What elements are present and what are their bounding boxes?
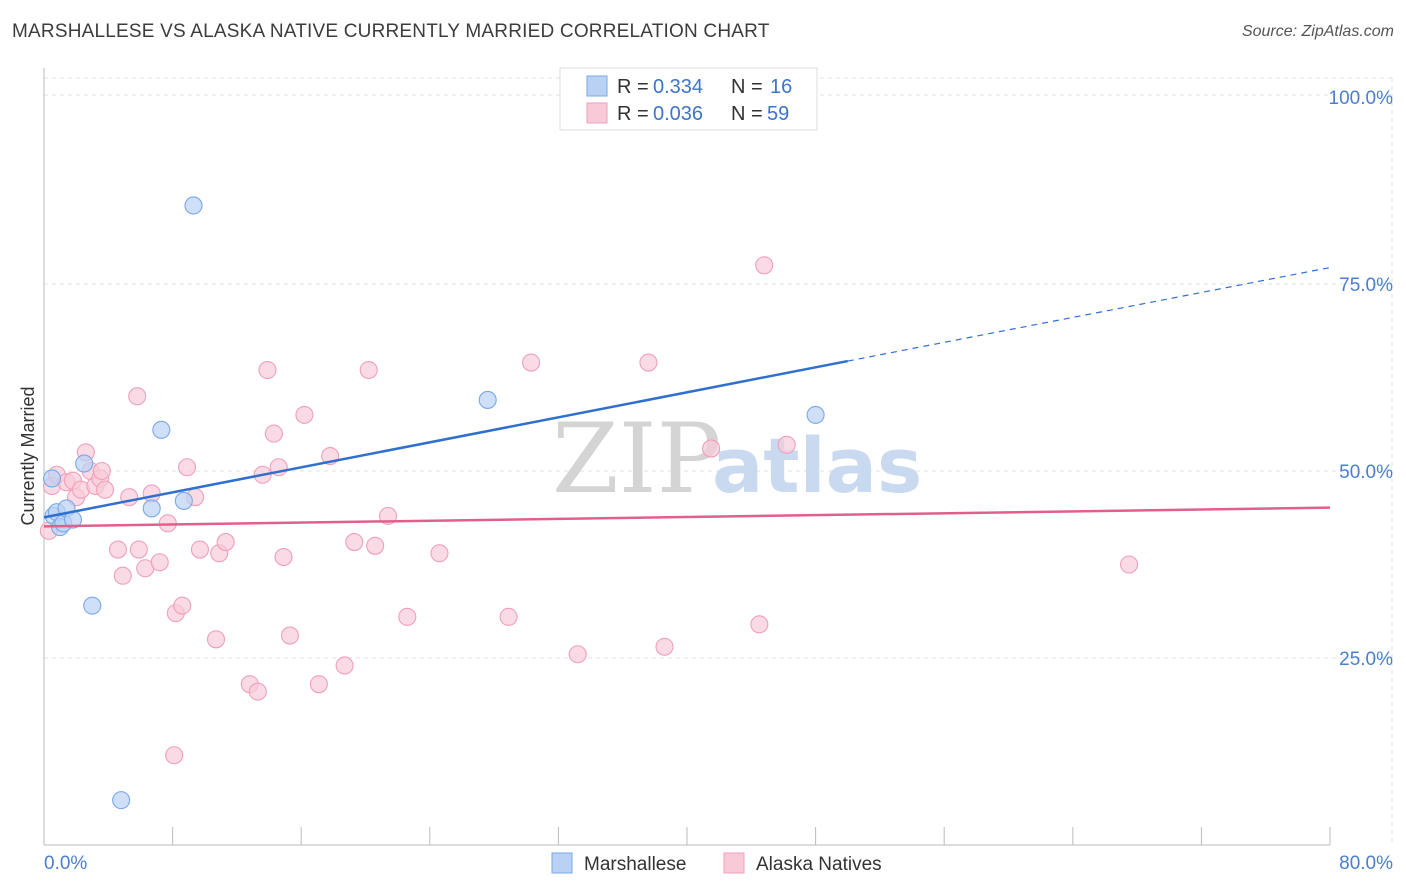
- alaska-natives-point-12: [96, 480, 115, 499]
- alaska-natives-point-37: [280, 626, 299, 645]
- watermark-zip: ZIP: [552, 403, 721, 515]
- watermark-atlas: atlas: [712, 421, 922, 510]
- alaska-natives-point-54: [750, 615, 769, 634]
- alaska-natives-point-29: [216, 533, 235, 552]
- correlation-legend: R = 0.334 N = 16 R = 0.036 N = 59: [559, 67, 818, 131]
- alaska-natives-point-26: [190, 540, 209, 559]
- alaska-natives-point-55: [755, 256, 774, 275]
- y-tick-label-0: 100.0%: [1329, 88, 1394, 109]
- marshallese-point-9: [112, 791, 131, 810]
- alaska-natives-point-41: [335, 656, 354, 675]
- legend-r-value-2: 0.036: [653, 103, 703, 125]
- chart-title: MARSHALLESE VS ALASKA NATIVE CURRENTLY M…: [12, 21, 770, 42]
- alaska-natives-point-46: [398, 607, 417, 626]
- marshallese-trend-extension: [847, 266, 1331, 362]
- legend-r-label-2: R =: [617, 103, 649, 125]
- axes: [43, 68, 1331, 846]
- x-tick-label-min: 0.0%: [44, 853, 87, 874]
- bottom-legend-swatch-marshallese: [551, 852, 573, 874]
- alaska-natives-point-47: [430, 544, 449, 563]
- alaska-natives-point-44: [366, 536, 385, 555]
- alaska-natives-point-36: [274, 547, 293, 567]
- marshallese-point-0: [42, 469, 62, 488]
- alaska-natives-point-33: [258, 360, 277, 380]
- legend-n-value-1: 16: [770, 76, 792, 98]
- chart-source: Source: ZipAtlas.com: [1241, 23, 1394, 40]
- bottom-legend-label-marshallese: Marshallese: [584, 854, 686, 875]
- marshallese-point-13: [184, 196, 203, 215]
- legend-n-value-2: 59: [767, 103, 789, 125]
- alaska-natives-point-31: [248, 682, 267, 701]
- marshallese-point-7: [75, 454, 94, 473]
- marshallese-point-15: [806, 405, 825, 424]
- alaska-natives-point-58: [165, 746, 184, 765]
- alaska-natives-point-38: [295, 405, 314, 424]
- legend-swatch-marshallese: [586, 75, 608, 97]
- alaska-natives-point-51: [639, 353, 658, 372]
- y-tick-label-1: 75.0%: [1339, 275, 1393, 296]
- alaska-natives-point-53: [702, 439, 721, 458]
- legend-r-label-1: R =: [617, 76, 649, 98]
- alaska-natives-point-34: [264, 424, 283, 443]
- alaska-natives-point-27: [206, 630, 226, 649]
- y-tick-label-3: 25.0%: [1339, 649, 1393, 670]
- marshallese-point-14: [478, 390, 497, 409]
- alaska-natives-point-24: [178, 458, 197, 477]
- alaska-natives-point-52: [655, 637, 674, 656]
- trend-lines: [43, 266, 1331, 528]
- legend-r-value-1: 0.334: [653, 76, 703, 98]
- marshallese-point-11: [152, 420, 171, 439]
- marshallese-point-12: [174, 491, 193, 510]
- alaska-natives-point-49: [522, 353, 541, 372]
- y-axis-label: Currently Married: [18, 386, 38, 525]
- alaska-natives-point-23: [173, 596, 192, 615]
- alaska-natives-point-39: [309, 675, 328, 694]
- legend-swatch-alaska-natives: [586, 102, 608, 124]
- alaska-natives-point-13: [108, 540, 127, 559]
- y-tick-label-2: 50.0%: [1339, 462, 1393, 483]
- bottom-legend-swatch-alaska-natives: [723, 852, 745, 874]
- bottom-legend-label-alaska-natives: Alaska Natives: [756, 854, 882, 875]
- alaska-natives-trend-line: [43, 506, 1331, 528]
- alaska-natives-point-57: [1120, 555, 1139, 574]
- x-tick-label-max: 80.0%: [1339, 853, 1393, 874]
- marshallese-trend-line: [43, 359, 848, 519]
- alaska-natives-point-20: [150, 553, 169, 572]
- marshallese-point-8: [83, 596, 102, 615]
- alaska-natives-point-16: [128, 387, 147, 406]
- alaska-natives-point-56: [777, 435, 796, 454]
- alaska-natives-point-14: [113, 566, 132, 585]
- alaska-natives-point-17: [129, 540, 148, 559]
- alaska-natives-point-43: [359, 360, 378, 380]
- legend-n-label-1: N =: [731, 76, 763, 98]
- marshallese-point-10: [142, 499, 161, 518]
- alaska-natives-point-48: [499, 607, 518, 626]
- alaska-natives-point-11: [92, 461, 111, 481]
- alaska-natives-point-42: [345, 533, 364, 552]
- alaska-natives-point-50: [568, 645, 587, 664]
- y-tick-labels: 100.0% 75.0% 50.0% 25.0%: [1329, 88, 1394, 670]
- series-legend: Marshallese Alaska Natives: [551, 852, 882, 875]
- watermark: ZIP atlas: [552, 403, 922, 515]
- legend-n-label-2: N =: [731, 103, 763, 125]
